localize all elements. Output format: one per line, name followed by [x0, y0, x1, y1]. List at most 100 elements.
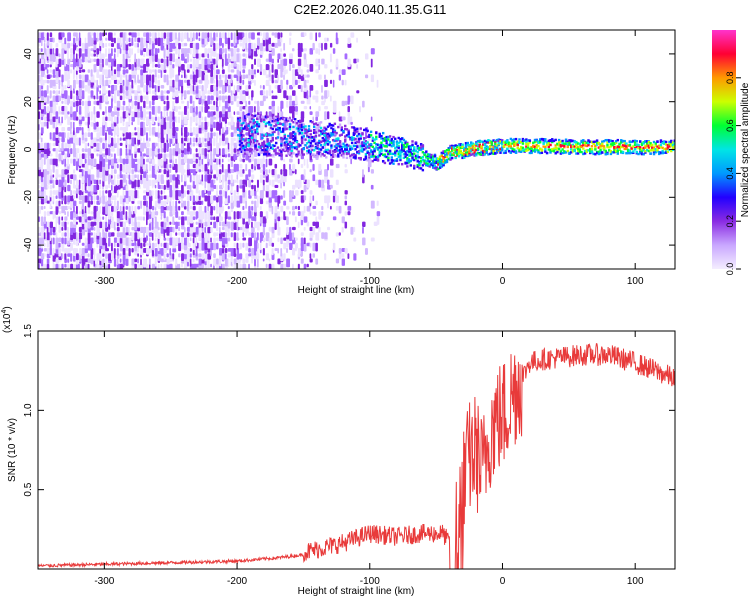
heatmap-cell	[300, 237, 304, 247]
heatmap-cell	[277, 106, 280, 113]
heatmap-cell	[201, 32, 205, 39]
heatmap-cell	[204, 100, 209, 107]
heatmap-cell	[146, 205, 149, 212]
heatmap-cell	[283, 58, 288, 66]
heatmap-cell	[90, 226, 94, 231]
heatmap-cell	[137, 148, 142, 153]
heatmap-cell	[303, 90, 308, 99]
heatmap-cell	[64, 221, 67, 231]
heatmap-cell	[312, 253, 315, 258]
heatmap-cell	[289, 158, 293, 163]
heatmap-cell	[280, 53, 283, 61]
heatmap-cell	[61, 205, 66, 214]
heatmap-cell	[99, 247, 102, 254]
heatmap-cell	[227, 74, 232, 79]
heatmap-cell	[207, 79, 210, 85]
heatmap-cell	[157, 190, 160, 199]
heatmap-cell	[40, 190, 45, 199]
heatmap-cell	[373, 147, 376, 150]
heatmap-cell	[96, 153, 99, 157]
heatmap-cell	[297, 63, 301, 73]
heatmap-cell	[169, 263, 173, 269]
heatmap-cell	[271, 63, 274, 73]
heatmap-cell	[419, 143, 423, 146]
heatmap-cell	[43, 58, 46, 68]
heatmap-cell	[134, 174, 137, 179]
heatmap-cell	[70, 84, 73, 91]
heatmap-cell	[265, 263, 268, 268]
heatmap-cell	[268, 179, 272, 186]
heatmap-cell	[227, 237, 231, 242]
heatmap-cell	[110, 195, 115, 200]
heatmap-cell	[221, 132, 225, 142]
heatmap-cell	[108, 253, 112, 262]
heatmap-cell	[303, 48, 307, 52]
heatmap-cell	[268, 84, 272, 94]
heatmap-cell	[440, 154, 444, 157]
heatmap-cell	[134, 95, 138, 101]
heatmap-cell	[311, 121, 314, 124]
heatmap-cell	[125, 158, 129, 164]
heatmap-cell	[67, 169, 69, 174]
heatmap-cell	[96, 111, 100, 118]
heatmap-cell	[236, 184, 239, 193]
heatmap-cell	[210, 263, 212, 268]
heatmap-cell	[128, 211, 132, 219]
heatmap-cell	[166, 179, 170, 188]
heatmap-cell	[290, 133, 293, 136]
heatmap-cell	[186, 232, 190, 238]
heatmap-cell	[483, 139, 487, 143]
heatmap-cell	[119, 116, 123, 124]
heatmap-cell	[298, 269, 301, 273]
heatmap-cell	[497, 138, 500, 141]
heatmap-cell	[380, 146, 383, 149]
heatmap-cell	[105, 221, 108, 229]
heatmap-cell	[181, 216, 185, 226]
heatmap-cell	[230, 69, 235, 73]
heatmap-cell	[307, 151, 311, 154]
heatmap-cell	[90, 216, 94, 220]
heatmap-cell	[131, 174, 135, 182]
heatmap-cell	[181, 163, 184, 173]
heatmap-cell	[273, 120, 276, 124]
heatmap-cell	[323, 133, 326, 137]
heatmap-cell	[238, 140, 242, 143]
heatmap-cell	[233, 148, 237, 153]
heatmap-cell	[151, 69, 156, 73]
heatmap-cell	[271, 95, 276, 100]
heatmap-cell	[400, 141, 404, 145]
heatmap-cell	[195, 32, 198, 40]
heatmap-cell	[75, 79, 79, 85]
heatmap-cell	[221, 53, 225, 58]
heatmap-cell	[73, 169, 76, 174]
heatmap-cell	[388, 139, 392, 143]
heatmap-cell	[297, 158, 300, 165]
heatmap-cell	[442, 162, 445, 165]
heatmap-cell	[102, 95, 105, 103]
heatmap-cell	[169, 184, 173, 194]
heatmap-cell	[306, 163, 309, 169]
heatmap-cell	[140, 179, 143, 185]
heatmap-cell	[335, 258, 340, 264]
heatmap-cell	[61, 100, 64, 104]
heatmap-cell	[122, 226, 126, 235]
heatmap-cell	[303, 58, 308, 67]
heatmap-cell	[236, 137, 239, 146]
heatmap-cell	[326, 148, 330, 152]
heatmap-cell	[52, 95, 56, 102]
heatmap-cell	[146, 42, 148, 49]
heatmap-cell	[251, 258, 253, 264]
heatmap-cell	[93, 226, 96, 231]
heatmap-cell	[309, 258, 313, 263]
heatmap-cell	[201, 106, 203, 113]
heatmap-cell	[195, 158, 198, 164]
heatmap-cell	[210, 132, 213, 139]
heatmap-cell	[122, 158, 126, 165]
heatmap-cell	[463, 153, 466, 156]
heatmap-cell	[418, 164, 421, 167]
heatmap-cell	[64, 84, 67, 90]
heatmap-cell	[383, 145, 387, 148]
heatmap-cell	[216, 106, 219, 112]
heatmap-cell	[181, 137, 184, 144]
heatmap-cell	[483, 151, 487, 154]
